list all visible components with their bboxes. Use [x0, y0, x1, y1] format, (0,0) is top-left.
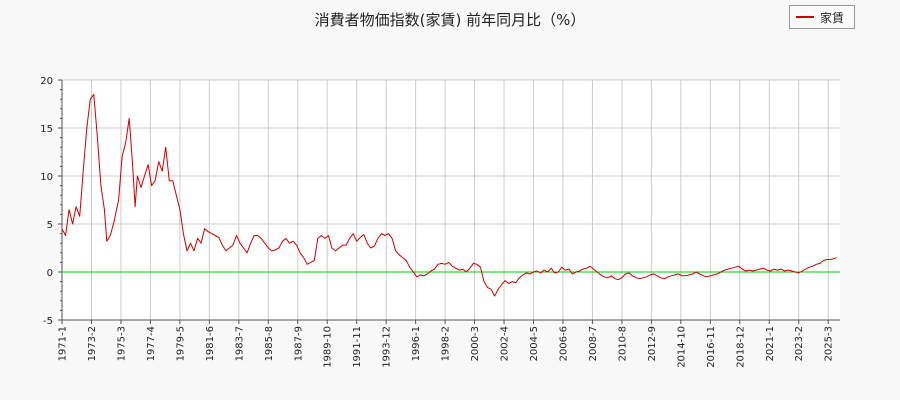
- y-tick-label: 20: [40, 76, 53, 87]
- x-tick-label: 2012-9: [647, 326, 658, 361]
- x-tick-label: 2023-2: [794, 326, 805, 361]
- plot-background: [62, 80, 840, 320]
- x-tick-label: 1975-3: [116, 326, 127, 361]
- x-tick-label: 2018-12: [735, 326, 746, 368]
- y-tick-label: 10: [40, 172, 53, 183]
- x-tick-label: 1985-8: [264, 326, 275, 361]
- x-tick-label: 1981-6: [205, 326, 216, 361]
- x-tick-label: 1993-12: [382, 326, 393, 368]
- x-tick-label: 2014-10: [676, 326, 687, 368]
- x-tick-label: 1987-9: [293, 326, 304, 361]
- x-tick-label: 1979-5: [175, 326, 186, 361]
- legend: 家賃: [789, 5, 855, 29]
- y-tick-label: 5: [47, 220, 53, 231]
- x-tick-label: 1971-1: [58, 326, 69, 361]
- x-tick-label: 2004-5: [529, 326, 540, 361]
- x-tick-label: 2000-3: [470, 326, 481, 361]
- x-tick-label: 2021-1: [765, 326, 776, 361]
- x-tick-label: 1998-2: [441, 326, 452, 361]
- x-tick-label: 1991-11: [352, 326, 363, 368]
- series-line-0: [61, 93, 837, 297]
- legend-swatch: [796, 16, 814, 18]
- x-tick-label: 1977-4: [146, 326, 157, 361]
- x-tick-label: 2002-4: [500, 326, 511, 361]
- y-tick-label: 15: [40, 124, 53, 135]
- y-tick-label: 0: [47, 268, 53, 279]
- legend-label: 家賃: [820, 11, 845, 25]
- x-tick-label: 1983-7: [234, 326, 245, 361]
- x-tick-label: 2006-6: [558, 326, 569, 361]
- x-tick-label: 2010-8: [617, 326, 628, 361]
- x-tick-label: 1989-10: [323, 326, 334, 368]
- chart-title: 消費者物価指数(家賃) 前年同月比（%）: [314, 11, 586, 29]
- x-tick-label: 2008-7: [588, 326, 599, 361]
- x-tick-label: 2016-11: [706, 326, 717, 368]
- x-tick-label: 2025-3: [824, 326, 835, 361]
- x-tick-label: 1996-1: [411, 326, 422, 361]
- x-tick-label: 1973-2: [87, 326, 98, 361]
- y-tick-label: -5: [43, 316, 53, 327]
